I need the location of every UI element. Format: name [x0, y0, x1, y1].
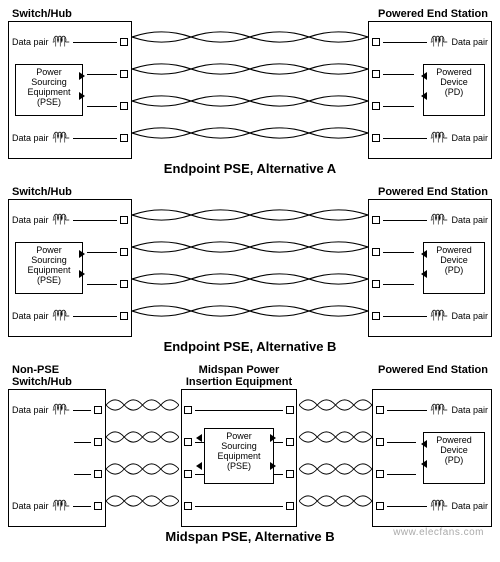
data-pair-label: Data pair: [12, 405, 49, 415]
right-end-station: Data pair Data pair PoweredD: [368, 21, 492, 159]
connector: [120, 102, 128, 110]
connector: [120, 248, 128, 256]
connector: [286, 406, 294, 414]
diagram-row: Data pair Data pair: [8, 21, 492, 159]
connector: [372, 248, 380, 256]
connector: [286, 470, 294, 478]
data-pair-label: Data pair: [451, 215, 488, 225]
pse-box: PowerSourcingEquipment(PSE): [15, 64, 83, 116]
connector: [372, 70, 380, 78]
data-pair-label: Data pair: [12, 311, 49, 321]
diagram-panel: Non-PSESwitch/Hub Midspan PowerInsertion…: [8, 364, 492, 544]
connector: [286, 502, 294, 510]
data-pair-label: Data pair: [451, 405, 488, 415]
right-end-station: Data pair Data pair PoweredD: [372, 389, 492, 527]
panel-caption: Endpoint PSE, Alternative B: [8, 339, 492, 354]
panel-header-row: Switch/Hub Powered End Station: [8, 186, 492, 199]
connector: [120, 134, 128, 142]
connector: [94, 502, 102, 510]
connector: [120, 38, 128, 46]
connector: [120, 312, 128, 320]
connector: [286, 438, 294, 446]
panel-header-row: Switch/Hub Powered End Station: [8, 8, 492, 21]
cable-segment: [299, 389, 372, 517]
connector: [120, 280, 128, 288]
midspan-pse-box: PowerSourcingEquipment(PSE): [204, 428, 274, 484]
data-pair-label: Data pair: [451, 501, 488, 511]
right-title: Powered End Station: [376, 364, 488, 388]
data-pair-label: Data pair: [12, 501, 49, 511]
connector: [94, 470, 102, 478]
pse-box: PowerSourcingEquipment(PSE): [15, 242, 83, 294]
connector: [376, 502, 384, 510]
left-title: Non-PSESwitch/Hub: [12, 364, 102, 388]
panel-caption: Endpoint PSE, Alternative A: [8, 161, 492, 176]
data-pair-label: Data pair: [12, 37, 49, 47]
pd-box: PoweredDevice(PD): [423, 432, 485, 484]
connector: [120, 216, 128, 224]
connector: [94, 406, 102, 414]
panel-header-row: Non-PSESwitch/Hub Midspan PowerInsertion…: [8, 364, 492, 389]
connector: [376, 406, 384, 414]
connector: [372, 134, 380, 142]
right-end-station: Data pair Data pair PoweredD: [368, 199, 492, 337]
connector: [94, 438, 102, 446]
connector: [372, 102, 380, 110]
cable-segment: [106, 389, 179, 517]
right-title: Powered End Station: [378, 186, 488, 198]
diagram-panel: Switch/Hub Powered End Station Data pair: [8, 186, 492, 354]
left-end-station: Data pair Data pair: [8, 21, 132, 159]
diagram-row: Data pair Data pair: [8, 389, 492, 527]
data-pair-label: Data pair: [451, 133, 488, 143]
connector: [184, 502, 192, 510]
midspan-equipment: PowerSourcingEquipment(PSE): [181, 389, 297, 527]
connector: [184, 438, 192, 446]
connector: [372, 216, 380, 224]
connector: [120, 70, 128, 78]
connector: [376, 438, 384, 446]
connector: [372, 280, 380, 288]
left-end-station: Data pair Data pair: [8, 199, 132, 337]
left-title: Switch/Hub: [12, 186, 72, 198]
data-pair-label: Data pair: [451, 311, 488, 321]
mid-title: Midspan PowerInsertion Equipment: [102, 364, 376, 388]
data-pair-label: Data pair: [12, 215, 49, 225]
connector: [372, 312, 380, 320]
connector: [376, 470, 384, 478]
data-pair-label: Data pair: [451, 37, 488, 47]
left-title: Switch/Hub: [12, 8, 72, 20]
pd-box: PoweredDevice(PD): [423, 64, 485, 116]
connector: [184, 470, 192, 478]
data-pair-label: Data pair: [12, 133, 49, 143]
diagram-panel: Switch/Hub Powered End Station Data pair: [8, 8, 492, 176]
cable-segment: [132, 21, 368, 149]
watermark: www.elecfans.com: [393, 527, 484, 538]
cable-segment: [132, 199, 368, 327]
connector: [184, 406, 192, 414]
connector: [372, 38, 380, 46]
right-title: Powered End Station: [378, 8, 488, 20]
left-end-station: Data pair Data pair: [8, 389, 106, 527]
diagram-row: Data pair Data pair: [8, 199, 492, 337]
pd-box: PoweredDevice(PD): [423, 242, 485, 294]
